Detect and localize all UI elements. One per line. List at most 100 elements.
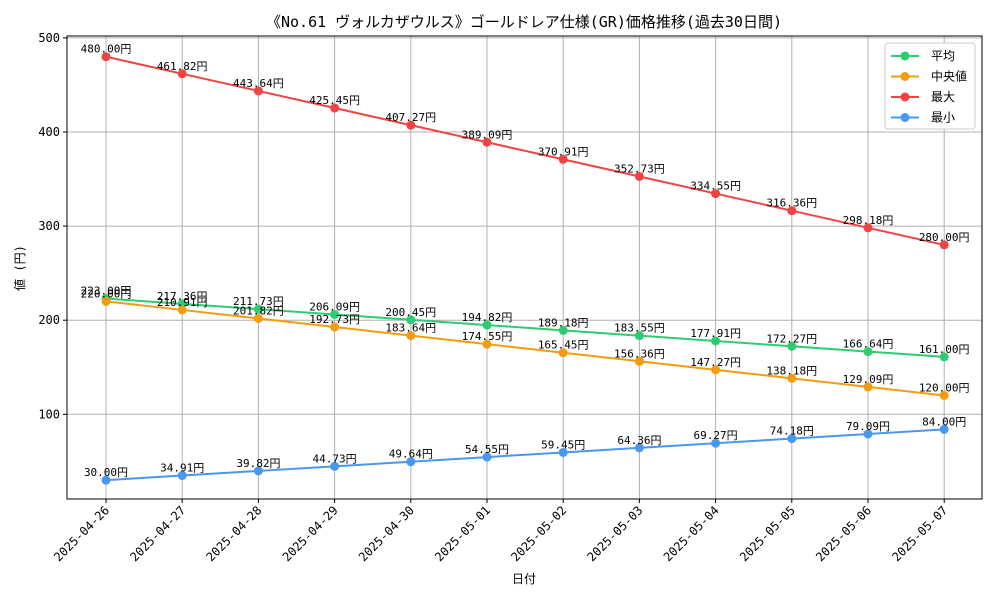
legend-swatch-marker xyxy=(900,92,910,102)
data-point xyxy=(101,475,111,485)
data-point xyxy=(482,339,492,349)
x-tick-label: 2025-05-05 xyxy=(737,503,798,564)
data-point xyxy=(330,309,340,319)
data-label: 183.64円 xyxy=(385,322,436,335)
data-point xyxy=(406,331,416,341)
data-point xyxy=(406,315,416,325)
legend-label: 最大 xyxy=(931,90,955,104)
y-tick-label: 200 xyxy=(38,313,60,327)
data-label: 79.09円 xyxy=(846,420,890,433)
data-label: 206.09円 xyxy=(309,300,360,313)
data-point xyxy=(863,429,873,439)
data-label: 54.55円 xyxy=(465,443,509,456)
series-line xyxy=(105,297,945,358)
data-label: 156.36円 xyxy=(614,347,665,360)
data-label: 334.55円 xyxy=(690,180,741,193)
y-tick-label: 500 xyxy=(38,31,60,45)
data-point xyxy=(787,434,797,444)
data-point xyxy=(253,304,263,314)
data-label: 174.55円 xyxy=(462,330,513,343)
data-point xyxy=(939,352,949,362)
data-label: 64.36円 xyxy=(617,434,661,447)
data-point xyxy=(253,466,263,476)
data-label: 220.00円 xyxy=(81,287,132,300)
y-tick-label: 300 xyxy=(38,219,60,233)
series-line xyxy=(105,300,945,397)
data-label: 443.64円 xyxy=(233,77,284,90)
x-tick-label: 2025-04-29 xyxy=(280,503,341,564)
data-point xyxy=(634,331,644,341)
data-point xyxy=(939,240,949,250)
data-point xyxy=(863,223,873,233)
x-tick-label: 2025-04-26 xyxy=(51,503,112,564)
data-point xyxy=(558,154,568,164)
x-tick-label: 2025-05-02 xyxy=(508,503,569,564)
data-label: 84.00円 xyxy=(922,415,966,428)
data-point xyxy=(787,206,797,216)
data-label: 425.45円 xyxy=(309,94,360,107)
data-label: 370.91円 xyxy=(538,145,589,158)
chart-title: 《No.61 ヴォルカザウルス》ゴールドレア仕様(GR)価格推移(過去30日間) xyxy=(266,13,782,31)
data-point xyxy=(863,382,873,392)
data-point xyxy=(406,457,416,467)
data-label: 211.73円 xyxy=(233,295,284,308)
legend-swatch-marker xyxy=(900,72,910,81)
data-point xyxy=(101,296,111,306)
data-point xyxy=(863,347,873,357)
data-label: 161.00円 xyxy=(919,343,970,356)
data-label: 69.27円 xyxy=(694,429,738,442)
legend-box xyxy=(884,42,976,130)
data-label: 200.45円 xyxy=(385,306,436,319)
data-label: 189.18円 xyxy=(538,316,589,329)
data-label: 172.27円 xyxy=(766,332,817,345)
data-label: 389.09円 xyxy=(462,128,513,141)
data-point xyxy=(634,356,644,366)
data-point xyxy=(711,189,721,199)
data-label: 201.82円 xyxy=(233,304,284,317)
data-point xyxy=(482,137,492,147)
plot-frame xyxy=(66,35,983,500)
legend-swatch-marker xyxy=(900,113,910,122)
data-label: 166.64円 xyxy=(843,338,894,351)
data-point xyxy=(558,447,568,457)
data-label: 298.18円 xyxy=(843,214,894,227)
plot-background xyxy=(67,36,982,499)
legend-label: 平均 xyxy=(931,49,955,63)
data-point xyxy=(558,325,568,335)
data-point xyxy=(406,120,416,130)
data-label: 192.73円 xyxy=(309,313,360,326)
data-label: 316.36円 xyxy=(766,197,817,210)
data-point xyxy=(330,103,340,113)
data-label: 59.45円 xyxy=(541,438,585,451)
data-point xyxy=(634,443,644,453)
data-label: 49.64円 xyxy=(389,448,433,461)
data-point xyxy=(787,341,797,351)
data-label: 183.55円 xyxy=(614,322,665,335)
data-point xyxy=(787,373,797,383)
series-layer xyxy=(101,52,949,485)
data-label: 407.27円 xyxy=(385,111,436,124)
data-label: 217.36円 xyxy=(157,290,208,303)
x-axis-title: 日付 xyxy=(512,572,536,586)
x-tick-label: 2025-04-27 xyxy=(127,503,188,564)
legend-label: 最小 xyxy=(931,111,955,125)
data-label: 74.18円 xyxy=(770,425,814,438)
data-point xyxy=(177,471,187,481)
data-label: 280.00円 xyxy=(919,231,970,244)
data-point xyxy=(177,305,187,315)
x-tick-label: 2025-05-01 xyxy=(432,503,493,564)
legend-label: 中央値 xyxy=(931,69,967,84)
data-labels: 223.00円 217.36円 211.73円 206.09円 200.45円 194.8… xyxy=(81,43,970,479)
data-label: 34.91円 xyxy=(160,462,204,475)
data-label: 138.18円 xyxy=(766,364,817,377)
data-label: 120.00円 xyxy=(919,381,970,394)
data-point xyxy=(482,320,492,330)
data-point xyxy=(711,438,721,448)
legend-swatch-marker xyxy=(900,51,910,61)
data-point xyxy=(558,348,568,358)
series-line xyxy=(105,428,945,482)
data-label: 44.73円 xyxy=(313,452,357,465)
